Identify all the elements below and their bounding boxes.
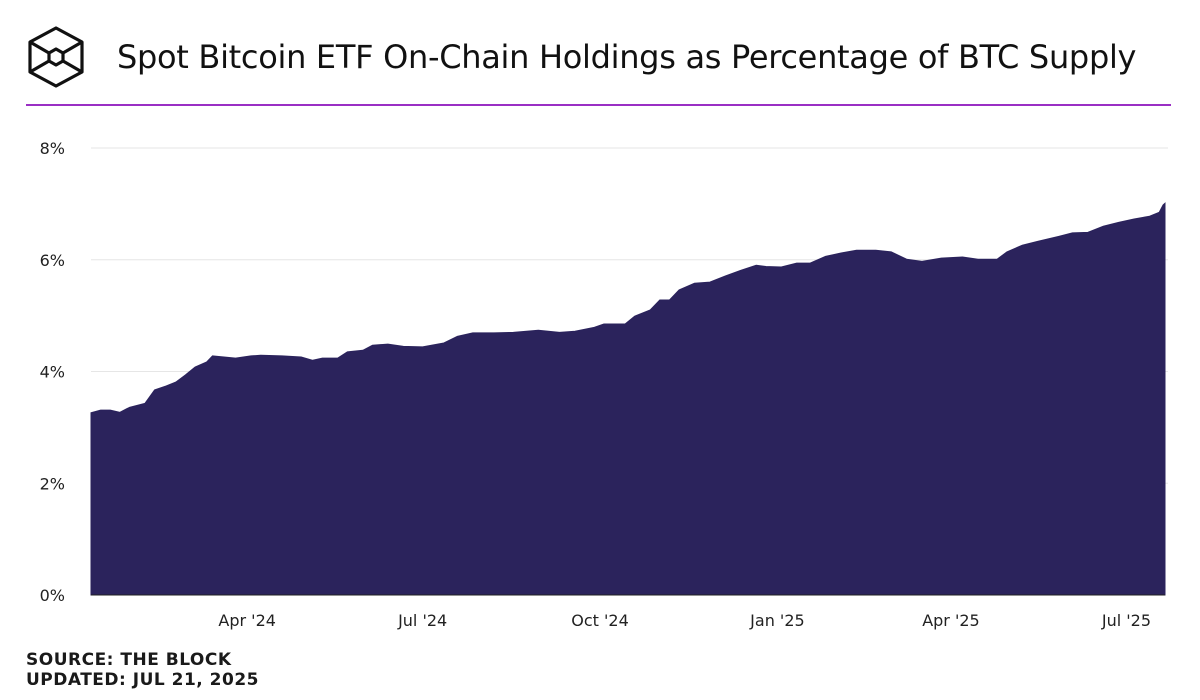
updated-label: UPDATED: JUL 21, 2025 xyxy=(26,670,259,690)
the-block-logo-icon xyxy=(28,26,84,88)
y-tick-label: 8% xyxy=(40,139,65,158)
source-label: SOURCE: THE BLOCK xyxy=(26,650,232,670)
chart-title: Spot Bitcoin ETF On-Chain Holdings as Pe… xyxy=(117,38,1137,76)
x-tick-label: Jan '25 xyxy=(749,611,805,630)
x-tick-label: Jul '24 xyxy=(397,611,447,630)
y-tick-label: 4% xyxy=(40,363,65,382)
y-tick-label: 0% xyxy=(40,586,65,605)
x-tick-label: Apr '24 xyxy=(218,611,276,630)
title-divider xyxy=(26,104,1171,106)
y-tick-label: 2% xyxy=(40,474,65,493)
y-tick-label: 6% xyxy=(40,251,65,270)
x-tick-label: Oct '24 xyxy=(571,611,629,630)
x-tick-label: Jul '25 xyxy=(1101,611,1151,630)
footer: SOURCE: THE BLOCK UPDATED: JUL 21, 2025 xyxy=(26,650,259,690)
holdings-area xyxy=(90,202,1166,596)
x-tick-label: Apr '25 xyxy=(922,611,980,630)
